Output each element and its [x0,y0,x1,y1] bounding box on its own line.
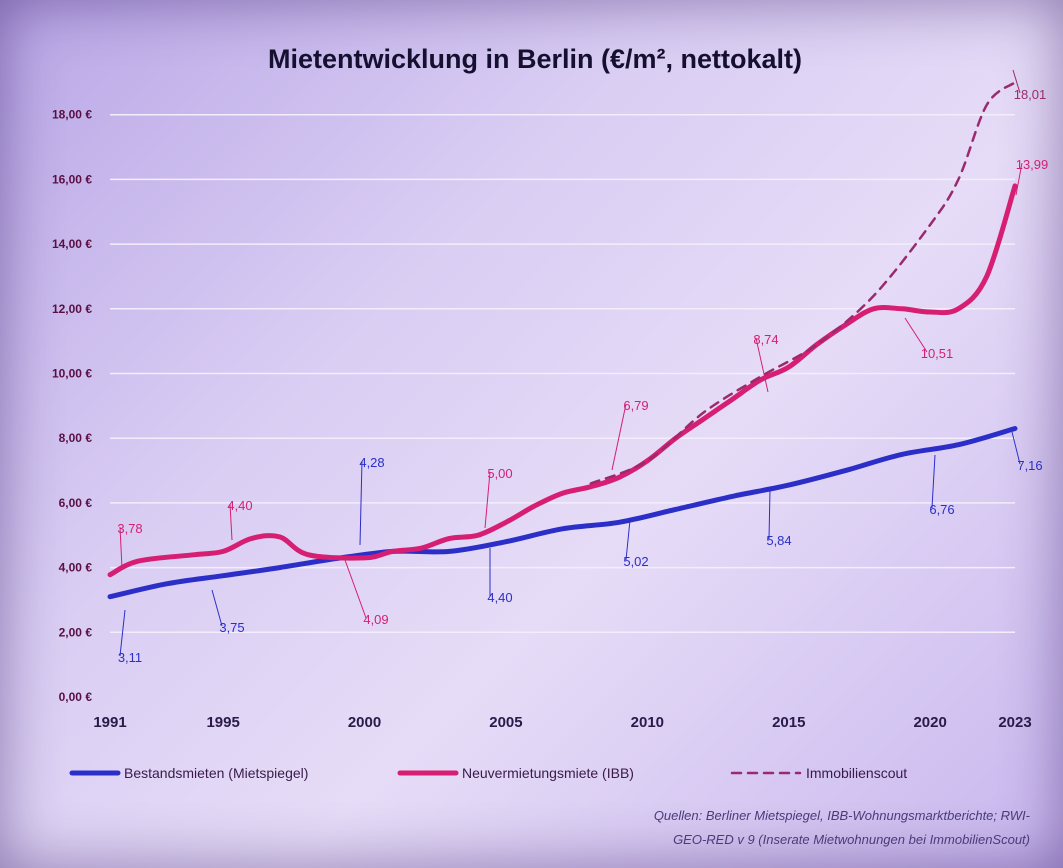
data-label: 10,51 [921,346,954,361]
data-label: 4,28 [359,455,384,470]
data-label-leader [359,460,363,546]
series-line-2 [589,81,1017,485]
data-label-leader [1012,69,1021,94]
data-label-leader [611,403,627,471]
data-label: 13,99 [1016,157,1049,172]
data-label: 5,00 [487,466,512,481]
series-line-1 [107,183,1018,578]
y-tick-label: 18,00 € [52,108,92,122]
data-label: 4,09 [363,612,388,627]
x-tick-label: 1995 [206,714,239,731]
data-label: 3,78 [117,521,142,536]
x-tick-label: 1991 [93,714,126,731]
data-label-leader [484,471,491,529]
data-label-leader [625,519,631,561]
x-tick-label: 2005 [489,714,522,731]
legend-label-1: Neuvermietungsmiete (IBB) [462,765,634,781]
data-label: 8,74 [753,332,778,347]
y-tick-label: 16,00 € [52,172,92,186]
legend-label-2: Immobilienscout [806,765,907,781]
data-label-leader [1011,431,1021,465]
y-tick-label: 4,00 € [59,561,93,575]
data-label-leader [1015,162,1023,196]
data-label: 4,40 [487,590,512,605]
y-tick-label: 12,00 € [52,302,92,316]
data-label-leader [119,526,123,569]
x-tick-label: 2015 [772,714,805,731]
data-label: 3,75 [219,620,244,635]
legend-label-0: Bestandsmieten (Mietspiegel) [124,765,308,781]
source-note-line: GEO-RED v 9 (Inserate Mietwohnungen bei … [673,832,1030,847]
y-tick-label: 8,00 € [59,431,93,445]
y-tick-label: 6,00 € [59,496,93,510]
x-tick-label: 2020 [913,714,946,731]
data-label-leader [904,317,928,353]
chart-title: Mietentwicklung in Berlin (€/m², nettoka… [268,44,802,74]
data-label-leader [229,503,233,541]
data-label-leader [119,609,126,657]
data-label: 7,16 [1017,458,1042,473]
x-tick-label: 2010 [631,714,664,731]
data-label: 5,84 [766,533,791,548]
data-label: 5,02 [623,554,648,569]
data-label: 3,11 [118,650,142,665]
y-tick-label: 14,00 € [52,237,92,251]
data-label: 6,79 [623,398,648,413]
data-label-leader [344,559,367,619]
data-label: 6,76 [929,502,954,517]
data-label-leader [931,454,936,509]
source-note-line: Quellen: Berliner Mietspiegel, IBB-Wohnu… [654,808,1031,823]
y-tick-label: 2,00 € [59,625,93,639]
data-label-leader [768,489,771,540]
data-label: 18,01 [1014,87,1047,102]
data-label-leader [211,589,223,627]
x-tick-label: 2000 [348,714,381,731]
y-tick-label: 0,00 € [59,690,93,704]
data-label: 4,40 [227,498,252,513]
data-label-leader [755,337,769,393]
series-line-0 [107,426,1018,600]
x-tick-label: 2023 [998,714,1031,731]
y-tick-label: 10,00 € [52,367,92,381]
